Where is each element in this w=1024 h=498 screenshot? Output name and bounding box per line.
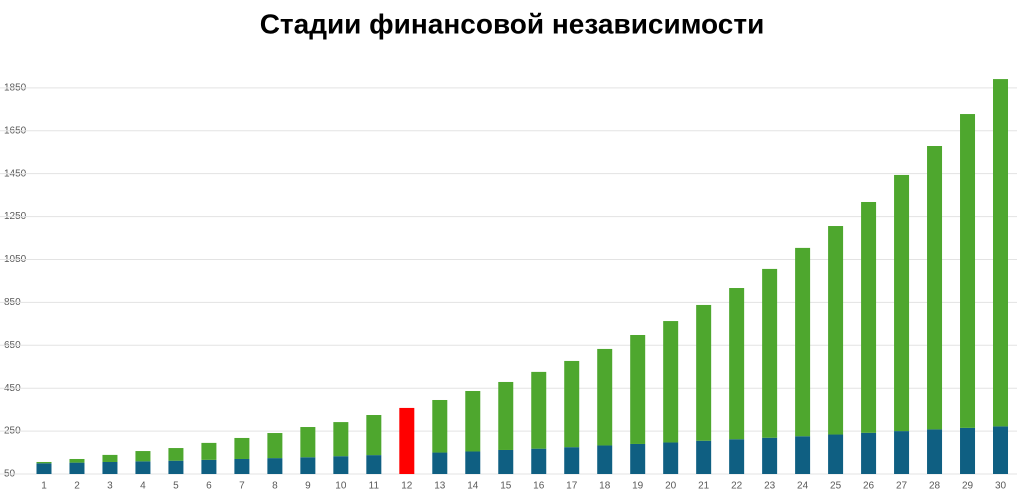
x-tick-label: 14 — [467, 481, 479, 492]
x-tick-label: 8 — [272, 481, 278, 492]
x-tick-label: 29 — [962, 481, 974, 492]
bar-segment — [795, 436, 811, 474]
x-tick-label: 9 — [305, 481, 311, 492]
bar-segment — [465, 390, 481, 452]
bar-segment — [993, 426, 1009, 474]
bar-segment — [432, 399, 448, 453]
bar-segment — [201, 442, 217, 460]
bar-segment — [168, 448, 184, 461]
x-tick-label: 22 — [731, 481, 743, 492]
bar-segment — [795, 247, 811, 437]
bar-segment — [300, 457, 316, 474]
bar-segment — [36, 461, 52, 464]
bar-segment — [960, 114, 976, 428]
x-tick-label: 12 — [401, 481, 413, 492]
bar-segment — [366, 415, 382, 456]
bar-segment — [861, 432, 877, 474]
x-tick-label: 21 — [698, 481, 710, 492]
bar-segment — [729, 288, 745, 440]
chart-title: Стадии финансовой независимости — [260, 8, 765, 39]
bar-segment — [828, 434, 844, 474]
bar-segment — [696, 440, 712, 474]
bar-segment — [663, 442, 679, 474]
bar-segment — [498, 449, 514, 474]
x-tick-label: 3 — [107, 481, 113, 492]
bar-segment — [168, 460, 184, 474]
bar-segment — [696, 304, 712, 441]
bar-segment — [102, 454, 118, 462]
bar-segment — [333, 422, 349, 457]
bar-segment — [927, 146, 943, 430]
x-tick-label: 4 — [140, 481, 146, 492]
bar-segment — [135, 451, 151, 462]
bar-segment — [894, 174, 910, 432]
bar-segment — [762, 437, 778, 474]
bar-segment — [960, 427, 976, 474]
bar-segment — [531, 448, 547, 474]
x-tick-label: 1 — [41, 481, 47, 492]
bar-segment — [102, 461, 118, 474]
bar-segment — [366, 455, 382, 474]
bar-segment — [663, 321, 679, 443]
x-tick-label: 6 — [206, 481, 212, 492]
bar-segment — [630, 443, 646, 474]
bar-segment — [498, 381, 514, 450]
bar-segment — [861, 201, 877, 433]
bar-segment — [564, 447, 580, 474]
bar-segment — [201, 459, 217, 474]
x-tick-label: 10 — [335, 481, 347, 492]
bar-segment — [762, 268, 778, 438]
bar-segment — [993, 79, 1009, 427]
bar-segment — [432, 452, 448, 474]
bar-segment — [267, 433, 283, 459]
bar-segment — [729, 439, 745, 474]
x-tick-label: 25 — [830, 481, 842, 492]
x-tick-label: 23 — [764, 481, 776, 492]
bar-segment — [597, 445, 613, 474]
bar-segment — [69, 462, 85, 474]
bar-segment — [300, 427, 316, 458]
x-tick-label: 16 — [533, 481, 545, 492]
x-tick-label: 27 — [896, 481, 908, 492]
bar-segment — [630, 334, 646, 444]
x-tick-label: 30 — [995, 481, 1007, 492]
bar-segment — [531, 371, 547, 449]
bar-segment — [69, 458, 85, 463]
x-tick-label: 15 — [500, 481, 512, 492]
bar-segment — [927, 429, 943, 474]
bar-segment — [234, 458, 250, 474]
bar-segment — [267, 458, 283, 474]
x-tick-label: 20 — [665, 481, 677, 492]
x-tick-label: 5 — [173, 481, 179, 492]
x-tick-label: 17 — [566, 481, 578, 492]
x-tick-label: 19 — [632, 481, 644, 492]
x-tick-label: 26 — [863, 481, 875, 492]
bar-segment — [234, 437, 250, 459]
x-tick-label: 13 — [434, 481, 446, 492]
bar-segment — [333, 456, 349, 474]
bar-segment — [399, 407, 415, 474]
bar-segment — [564, 360, 580, 448]
bar-segment — [828, 226, 844, 435]
bar-segment — [36, 463, 52, 474]
bar-segment — [597, 348, 613, 446]
bar-segment — [135, 461, 151, 474]
x-tick-label: 18 — [599, 481, 611, 492]
bar-segment — [465, 451, 481, 474]
x-tick-label: 28 — [929, 481, 941, 492]
x-tick-label: 11 — [369, 481, 380, 492]
x-tick-label: 2 — [74, 481, 80, 492]
x-tick-label: 24 — [797, 481, 809, 492]
x-tick-label: 7 — [239, 481, 245, 492]
bar-segment — [894, 431, 910, 474]
